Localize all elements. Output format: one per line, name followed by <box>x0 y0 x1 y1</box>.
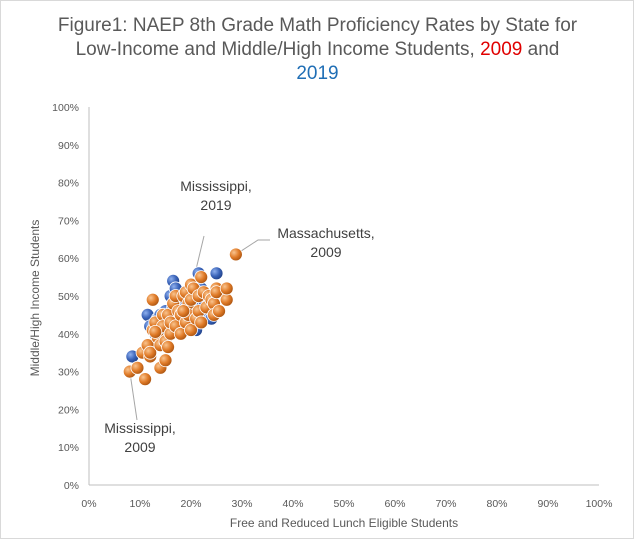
x-tick-label: 80% <box>486 498 507 510</box>
annotation-label: Massachusetts, <box>277 225 374 241</box>
data-point-2009 <box>212 304 226 319</box>
y-tick-label: 60% <box>58 253 79 265</box>
x-tick-label: 40% <box>282 498 303 510</box>
data-point-2019 <box>209 266 224 281</box>
x-tick-label: 30% <box>231 498 252 510</box>
annotation-label: 2009 <box>124 439 155 455</box>
data-point-2009 <box>143 345 158 360</box>
annotation-label: 2009 <box>310 244 341 260</box>
annotation-label: 2019 <box>200 197 231 213</box>
annotation-label: Mississippi, <box>180 178 252 194</box>
data-point-2009 <box>184 323 198 337</box>
data-point-2009 <box>158 353 173 368</box>
data-point-2009 <box>194 270 209 285</box>
chart-title: Figure1: NAEP 8th Grade Math Proficiency… <box>0 14 635 86</box>
data-point-2009 <box>145 292 160 307</box>
y-tick-labels: 0% 10% 20% 30% 40% 50% 60% 70% 80% 90% 100% <box>52 102 79 492</box>
chart-title-line2: Low-Income and Middle/High Income Studen… <box>0 38 635 62</box>
y-tick-label: 50% <box>58 291 79 303</box>
y-tick-label: 40% <box>58 329 79 341</box>
y-tick-label: 100% <box>52 102 79 114</box>
x-tick-label: 10% <box>129 498 150 510</box>
data-point-2009 <box>219 281 234 296</box>
y-tick-label: 70% <box>58 215 79 227</box>
annotation-label: Mississippi, <box>104 420 176 436</box>
y-tick-label: 80% <box>58 178 79 190</box>
y-tick-label: 20% <box>58 404 79 416</box>
data-point-2009 <box>130 360 145 375</box>
title-year-2009: 2009 <box>480 39 523 60</box>
x-tick-label: 90% <box>537 498 558 510</box>
title-prefix: Low-Income and Middle/High Income Studen… <box>75 39 475 60</box>
data-point-2009 <box>161 340 175 354</box>
x-tick-label: 70% <box>435 498 456 510</box>
x-tick-labels: 0% 10% 20% 30% 40% 50% 60% 70% 80% 90% 100% <box>81 498 612 510</box>
data-point-2009 <box>228 247 243 262</box>
title-and: and <box>527 39 560 60</box>
annotation-leader <box>235 239 270 255</box>
y-tick-label: 10% <box>58 442 79 454</box>
x-tick-label: 50% <box>333 498 354 510</box>
x-axis-label: Free and Reduced Lunch Eligible Students <box>230 516 458 530</box>
chart-title-line1: Figure1: NAEP 8th Grade Math Proficiency… <box>57 15 578 36</box>
y-tick-label: 30% <box>58 367 79 379</box>
data-point-2009 <box>176 304 191 319</box>
x-tick-label: 0% <box>81 498 96 510</box>
axes <box>88 107 599 486</box>
title-year-2019: 2019 <box>296 63 339 84</box>
y-axis-label: Middle/High Income Students <box>28 220 42 377</box>
x-tick-label: 60% <box>384 498 405 510</box>
x-tick-label: 20% <box>180 498 201 510</box>
y-tick-label: 0% <box>64 480 79 492</box>
data-point-2009 <box>148 325 163 339</box>
data-point-2009 <box>138 372 153 387</box>
data-points <box>122 247 243 387</box>
data-point-2009 <box>194 315 209 330</box>
annotations: Mississippi, 2019 Massachusetts, 2009 Missis… <box>104 178 374 455</box>
annotation-leader <box>129 371 138 421</box>
x-tick-label: 100% <box>586 498 613 510</box>
y-tick-label: 90% <box>58 140 79 152</box>
